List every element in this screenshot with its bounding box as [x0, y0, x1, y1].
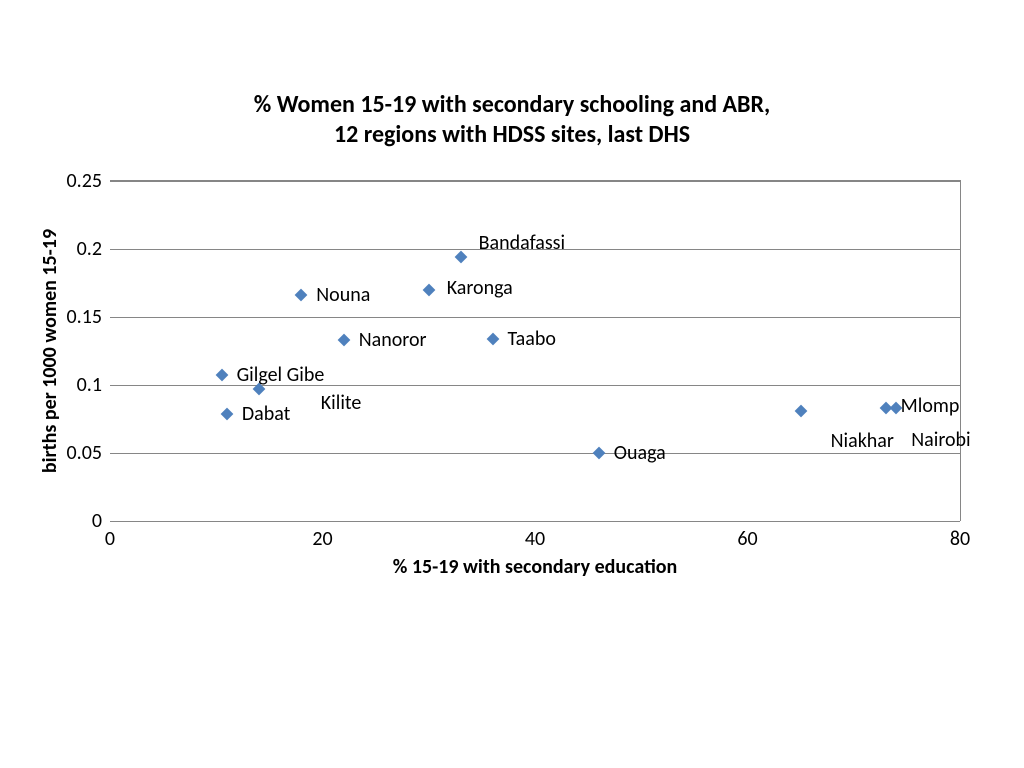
data-label: Bandafassi — [479, 231, 565, 255]
y-axis-title: births per 1000 women 15-19 — [38, 229, 62, 473]
chart-title-line1: % Women 15-19 with secondary schooling a… — [40, 90, 984, 120]
data-label: Ouaga — [614, 441, 666, 465]
data-label: Mlomp — [901, 394, 960, 418]
data-marker — [592, 447, 605, 460]
chart-title-line2: 12 regions with HDSS sites, last DHS — [40, 120, 984, 150]
data-marker — [454, 251, 467, 264]
gridline — [110, 317, 960, 318]
scatter-chart: % Women 15-19 with secondary schooling a… — [40, 90, 984, 650]
gridline — [110, 181, 960, 182]
y-tick-label: 0.25 — [67, 169, 102, 193]
x-tick-label: 60 — [737, 527, 757, 551]
data-label: Karonga — [447, 276, 513, 300]
chart-title: % Women 15-19 with secondary schooling a… — [40, 90, 984, 150]
data-label: Gilgel Gibe — [237, 363, 325, 387]
data-label: Niakhar — [831, 429, 894, 453]
y-tick-label: 0.1 — [77, 373, 102, 397]
data-label: Dabat — [242, 402, 291, 426]
data-marker — [221, 407, 234, 420]
data-marker — [422, 283, 435, 296]
plot-area: births per 1000 women 15-19 % 15-19 with… — [110, 180, 961, 521]
data-marker — [215, 369, 228, 382]
data-marker — [486, 332, 499, 345]
y-tick-label: 0.15 — [67, 305, 102, 329]
data-marker — [295, 289, 308, 302]
data-label: Taabo — [508, 327, 556, 351]
x-tick-label: 20 — [312, 527, 332, 551]
data-label: Kilite — [321, 391, 362, 415]
y-tick-label: 0 — [92, 509, 102, 533]
data-label: Nouna — [316, 283, 370, 307]
gridline — [110, 521, 960, 522]
gridline — [110, 453, 960, 454]
x-tick-label: 0 — [105, 527, 115, 551]
data-marker — [337, 334, 350, 347]
data-label: Nanoror — [359, 328, 427, 352]
x-tick-label: 80 — [950, 527, 970, 551]
y-tick-label: 0.05 — [67, 441, 102, 465]
x-axis-title: % 15-19 with secondary education — [110, 555, 960, 579]
y-tick-label: 0.2 — [77, 237, 102, 261]
data-marker — [794, 404, 807, 417]
data-label: Nairobi — [911, 428, 970, 452]
x-tick-label: 40 — [525, 527, 545, 551]
